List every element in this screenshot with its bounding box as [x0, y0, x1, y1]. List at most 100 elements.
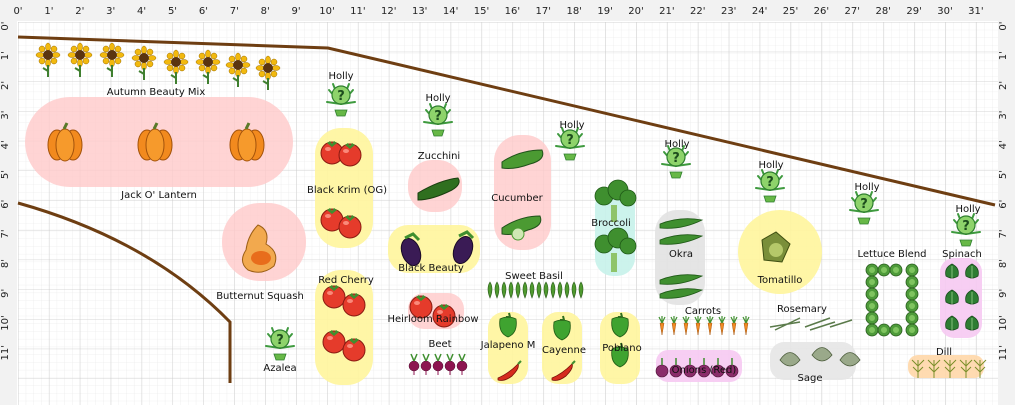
label-poblano: Poblano: [602, 343, 642, 354]
label-beet: Beet: [428, 339, 451, 350]
ruler-y-label: 11': [0, 345, 11, 360]
ruler-x-label: 2': [75, 6, 84, 17]
butternut-squash-icon: [242, 224, 277, 273]
ruler-x-label: 22': [690, 6, 705, 17]
left-ruler: [0, 0, 17, 405]
ruler-x-label: 15': [474, 6, 489, 17]
top-ruler-labels: 0' 1' 2' 3' 4' 5' 6' 7' 8' 9' 10' 11' 12' 13' 14' 15' 16…: [13, 6, 983, 17]
label-jack-o-lantern: Jack O' Lantern: [120, 190, 197, 201]
label-lettuce: Lettuce Blend: [857, 249, 926, 260]
label-holly: Holly: [955, 204, 980, 215]
ruler-x-label: 7': [230, 6, 239, 17]
ruler-y-label: 0': [998, 21, 1009, 30]
ruler-x-label: 28': [875, 6, 890, 17]
ruler-x-label: 19': [597, 6, 612, 17]
ruler-x-label: 5': [168, 6, 177, 17]
ruler-x-label: 31': [968, 6, 983, 17]
ruler-y-label: 6': [0, 200, 11, 209]
right-ruler: [998, 0, 1015, 405]
okra-icon: [659, 218, 704, 299]
ruler-y-label: 8': [0, 259, 11, 268]
label-heirloom: Heirloom Rainbow: [387, 314, 478, 325]
sage-zone: [770, 342, 856, 380]
ruler-x-label: 30': [937, 6, 952, 17]
ruler-y-label: 9': [998, 289, 1009, 298]
ruler-x-label: 4': [137, 6, 146, 17]
zucchini-icon: [417, 177, 460, 201]
ruler-x-label: 29': [906, 6, 921, 17]
label-onions: Onions (Red): [672, 365, 737, 376]
label-black-krim: Black Krim (OG): [307, 185, 387, 196]
ruler-y-label: 10': [998, 315, 1009, 330]
ruler-x-label: 11': [350, 6, 365, 17]
label-holly: Holly: [664, 139, 689, 150]
label-okra: Okra: [669, 249, 693, 260]
ruler-y-label: 4': [0, 140, 11, 149]
sage-icon: [779, 347, 861, 367]
label-autumn-beauty: Autumn Beauty Mix: [107, 87, 206, 98]
plant-labels: Autumn Beauty Mix Jack O' Lantern Butter…: [107, 71, 982, 384]
ruler-x-label: 13': [412, 6, 427, 17]
rosemary-icon: [769, 317, 853, 331]
label-holly: Holly: [758, 160, 783, 171]
label-butternut: Butternut Squash: [216, 291, 304, 302]
ruler-y-label: 7': [0, 229, 11, 238]
left-border-line: [17, 201, 232, 383]
label-tomatillo: Tomatillo: [757, 275, 803, 286]
label-broccoli: Broccoli: [591, 218, 631, 229]
top-border-line: [17, 35, 996, 207]
ruler-x-label: 18': [566, 6, 581, 17]
label-black-beauty: Black Beauty: [398, 263, 464, 274]
ruler-y-label: 8': [998, 259, 1009, 268]
ruler-x-label: 0': [13, 6, 22, 17]
ruler-y-label: 4': [998, 140, 1009, 149]
label-azalea: Azalea: [263, 363, 296, 374]
ruler-x-label: 6': [199, 6, 208, 17]
cucumber-icon: [501, 149, 544, 241]
ruler-x-label: 17': [536, 6, 551, 17]
label-cayenne: Cayenne: [542, 345, 586, 356]
ruler-y-label: 2': [998, 81, 1009, 90]
ruler-y-label: 9': [0, 289, 11, 298]
dill-zone: [908, 355, 984, 378]
ruler-x-label: 10': [319, 6, 334, 17]
ruler-y-label: 1': [998, 51, 1009, 60]
label-holly: Holly: [425, 93, 450, 104]
ruler-x-label: 24': [752, 6, 767, 17]
ruler-x-label: 23': [721, 6, 736, 17]
label-zucchini: Zucchini: [418, 151, 460, 162]
label-carrots: Carrots: [685, 306, 721, 317]
label-red-cherry: Red Cherry: [318, 275, 374, 286]
ruler-x-label: 27': [845, 6, 860, 17]
ruler-x-label: 21': [659, 6, 674, 17]
ruler-y-label: 3': [998, 111, 1009, 120]
basil-icon: [487, 281, 584, 299]
ruler-y-label: 3': [0, 111, 11, 120]
ruler-y-label: 1': [0, 51, 11, 60]
ruler-x-label: 26': [814, 6, 829, 17]
ruler-x-label: 16': [505, 6, 520, 17]
label-sweet-basil: Sweet Basil: [505, 271, 563, 282]
ruler-y-label: 6': [998, 200, 1009, 209]
ruler-y-label: 11': [998, 345, 1009, 360]
label-holly: Holly: [854, 182, 879, 193]
label-dill: Dill: [936, 347, 952, 358]
broccoli-icon: [594, 179, 637, 272]
red-cherry-zone: [315, 270, 373, 385]
ruler-x-label: 12': [381, 6, 396, 17]
ruler-y-label: 7': [998, 229, 1009, 238]
label-jalapeno: Jalapeno M: [480, 340, 536, 351]
eggplant-icon: [400, 230, 475, 267]
ruler-x-label: 25': [783, 6, 798, 17]
ruler-x-label: 1': [44, 6, 53, 17]
ruler-y-label: 2': [0, 81, 11, 90]
ruler-y-label: 10': [0, 315, 11, 330]
ruler-x-label: 8': [261, 6, 270, 17]
ruler-x-label: 9': [292, 6, 301, 17]
top-ruler: [0, 0, 1015, 21]
ruler-x-label: 3': [106, 6, 115, 17]
ruler-x-label: 14': [443, 6, 458, 17]
ruler-x-label: 20': [628, 6, 643, 17]
label-holly: Holly: [328, 71, 353, 82]
